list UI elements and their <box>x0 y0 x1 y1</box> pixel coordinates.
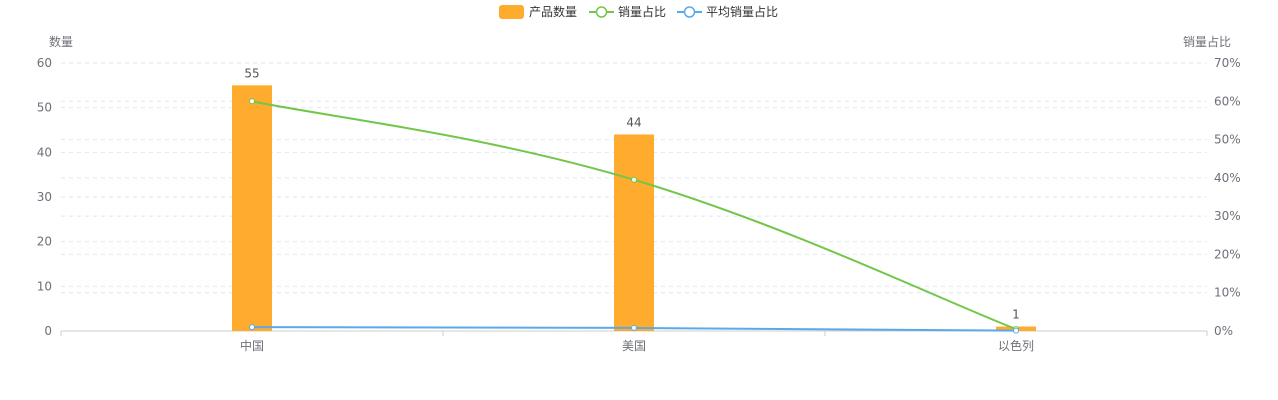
line-point[interactable] <box>1013 327 1019 334</box>
y-right-tick-label: 50% <box>1214 133 1241 147</box>
legend-item-bar[interactable]: 产品数量 <box>499 4 577 19</box>
bar[interactable] <box>614 134 654 331</box>
bar-data-label: 1 <box>1012 308 1020 322</box>
legend-item-line-1[interactable]: 销量占比 <box>589 4 666 19</box>
line-point[interactable] <box>249 98 255 105</box>
y-right-tick-label: 40% <box>1214 171 1241 185</box>
y-right-tick-label: 60% <box>1214 94 1241 108</box>
y-left-tick-label: 40 <box>37 145 52 159</box>
line-point[interactable] <box>631 324 637 331</box>
y-left-tick-label: 50 <box>37 101 52 115</box>
legend: 产品数量 销量占比 平均销量占比 <box>499 4 778 19</box>
y-right-tick-label: 10% <box>1214 286 1241 300</box>
y-left-tick-label: 0 <box>44 324 52 338</box>
bar[interactable] <box>232 85 272 331</box>
y-right-tick-label: 0% <box>1214 324 1233 338</box>
y-right-tick-label: 30% <box>1214 209 1241 223</box>
bar-data-label: 55 <box>244 66 259 80</box>
y-left-tick-label: 30 <box>37 190 52 204</box>
y-left-tick-label: 60 <box>37 56 52 70</box>
y-right-axis-title: 销量占比 <box>1183 34 1231 49</box>
line-point[interactable] <box>631 176 637 183</box>
x-tick-label: 中国 <box>240 338 264 353</box>
grid-lines <box>61 62 1207 294</box>
legend-line-1-marker <box>595 6 608 18</box>
bars <box>232 85 1036 331</box>
legend-line-2-marker <box>683 6 696 18</box>
bar-data-label: 44 <box>626 115 641 129</box>
y-right-tick-label: 70% <box>1214 56 1241 70</box>
legend-label-line-1: 销量占比 <box>618 4 666 19</box>
lines <box>249 98 1019 334</box>
legend-bar-swatch <box>499 5 524 19</box>
y-left-axis-title: 数量 <box>49 34 73 49</box>
x-tick-label: 美国 <box>622 339 646 353</box>
line-point[interactable] <box>249 324 255 331</box>
y-left-tick-label: 10 <box>37 279 52 293</box>
legend-item-line-2[interactable]: 平均销量占比 <box>677 4 778 19</box>
y-left-tick-label: 20 <box>37 235 52 249</box>
legend-label-line-2: 平均销量占比 <box>706 4 778 19</box>
legend-label-bar: 产品数量 <box>529 4 577 19</box>
x-tick-label: 以色列 <box>998 339 1034 353</box>
data-labels: 55 44 1 <box>244 66 1019 321</box>
y-right-tick-label: 20% <box>1214 247 1241 261</box>
